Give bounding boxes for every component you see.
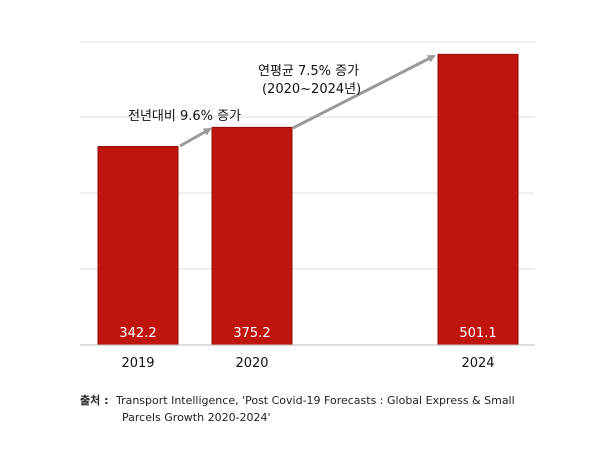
bar-value-label: 342.2 xyxy=(119,326,156,341)
cagr-arrow xyxy=(292,54,436,130)
yoy-arrow xyxy=(179,127,212,148)
x-tick-label: 2024 xyxy=(461,356,494,371)
annotation-cagr-line1: 연평균 7.5% 증가 xyxy=(258,64,359,79)
bar-value-label: 375.2 xyxy=(233,326,270,341)
source-line1: Transport Intelligence, 'Post Covid-19 F… xyxy=(115,394,515,407)
annotation-cagr-line2: (2020~2024년) xyxy=(262,82,361,97)
bar-2024 xyxy=(437,53,519,346)
annotation-yoy: 전년대비 9.6% 증가 xyxy=(128,109,241,124)
x-tick-label: 2019 xyxy=(121,356,154,371)
x-tick-label: 2020 xyxy=(235,356,268,371)
source-note: 출처 : Transport Intelligence, 'Post Covid… xyxy=(80,392,520,426)
bar-value-label: 501.1 xyxy=(459,326,496,341)
bar-2020 xyxy=(211,126,293,346)
source-label: 출처 : xyxy=(80,394,109,407)
source-line2: Parcels Growth 2020-2024' xyxy=(122,411,271,424)
bar-2019 xyxy=(97,146,179,346)
